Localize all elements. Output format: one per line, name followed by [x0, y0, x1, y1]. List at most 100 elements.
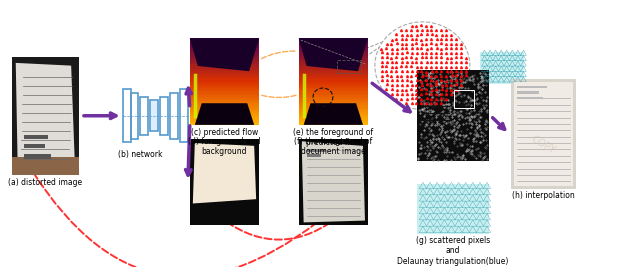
Text: (c) predicted flow: (c) predicted flow [191, 128, 258, 137]
Bar [299, 72, 368, 75]
Bar [299, 122, 368, 125]
Bar [511, 79, 576, 189]
Bar [190, 62, 259, 64]
Bar [24, 154, 51, 159]
Bar [190, 70, 259, 73]
Bar [299, 111, 368, 114]
Bar [190, 139, 259, 225]
Bar [190, 83, 259, 86]
Bar [299, 68, 368, 71]
Bar [190, 99, 259, 101]
Bar [299, 85, 368, 88]
Bar [190, 49, 259, 51]
Bar [190, 57, 259, 60]
Bar [299, 51, 368, 53]
Bar [299, 94, 368, 97]
Bar [299, 38, 368, 40]
Bar [299, 46, 368, 49]
Bar [151, 101, 157, 130]
Bar [299, 40, 368, 43]
Bar [190, 40, 259, 43]
Bar [190, 38, 259, 40]
Bar [299, 99, 368, 101]
Text: (f) the foreground of
document image: (f) the foreground of document image [294, 137, 372, 156]
Bar [299, 66, 368, 69]
Bar [190, 72, 259, 75]
Text: (b) network: (b) network [118, 150, 163, 159]
Bar [190, 105, 259, 108]
Text: (d) foreground and
background: (d) foreground and background [188, 137, 260, 156]
Bar [190, 51, 259, 53]
Bar [190, 92, 259, 95]
Bar [517, 91, 539, 94]
Bar [190, 60, 259, 62]
Bar [299, 79, 368, 82]
Bar [299, 83, 368, 86]
Bar [190, 46, 259, 49]
Bar [299, 55, 368, 58]
Bar [190, 79, 259, 82]
Bar [12, 157, 79, 175]
Circle shape [375, 22, 470, 109]
Bar [517, 86, 547, 88]
Bar [299, 118, 368, 120]
Polygon shape [303, 103, 363, 125]
Bar [299, 70, 368, 73]
Bar [299, 96, 368, 99]
Bar [190, 90, 259, 92]
Text: (a) distorted image: (a) distorted image [8, 178, 83, 187]
Bar [299, 77, 368, 79]
Bar [299, 92, 368, 95]
Bar [24, 135, 49, 139]
Bar [190, 111, 259, 114]
Bar [454, 90, 474, 108]
Bar [190, 120, 259, 123]
Bar [190, 44, 259, 47]
Text: COPY: COPY [530, 134, 557, 156]
Bar [24, 144, 45, 148]
Bar [299, 53, 368, 56]
Bar [517, 97, 543, 99]
Bar [299, 81, 368, 84]
Bar [190, 107, 259, 110]
Bar [299, 42, 368, 45]
Bar [417, 184, 488, 234]
Bar [307, 150, 326, 152]
Bar [190, 64, 259, 66]
Bar [299, 109, 368, 112]
Polygon shape [16, 63, 75, 170]
Bar [299, 74, 368, 77]
Bar [515, 82, 573, 186]
Bar [299, 90, 368, 92]
Bar [12, 57, 79, 175]
Bar [190, 94, 259, 97]
Bar [190, 96, 259, 99]
Polygon shape [193, 143, 256, 203]
Bar [190, 88, 259, 90]
Bar [180, 89, 188, 142]
Polygon shape [301, 141, 365, 222]
Bar [190, 55, 259, 58]
Bar [299, 44, 368, 47]
Bar [307, 154, 321, 157]
Polygon shape [299, 38, 368, 71]
Bar [299, 88, 368, 90]
Polygon shape [195, 103, 254, 125]
Bar [190, 42, 259, 45]
Bar [131, 93, 138, 139]
Bar [170, 93, 178, 139]
Text: (g) scattered pixels
and
Delaunay triangulation(blue): (g) scattered pixels and Delaunay triang… [397, 236, 509, 266]
Bar [140, 97, 148, 135]
Bar [299, 60, 368, 62]
Bar [190, 74, 259, 77]
Bar [299, 139, 368, 225]
Bar [150, 100, 158, 131]
Bar [299, 103, 368, 105]
Bar [190, 81, 259, 84]
Bar [299, 120, 368, 123]
Polygon shape [211, 203, 238, 218]
Bar [299, 64, 368, 66]
Bar [160, 97, 168, 135]
Bar [337, 60, 361, 73]
Bar [190, 68, 259, 71]
